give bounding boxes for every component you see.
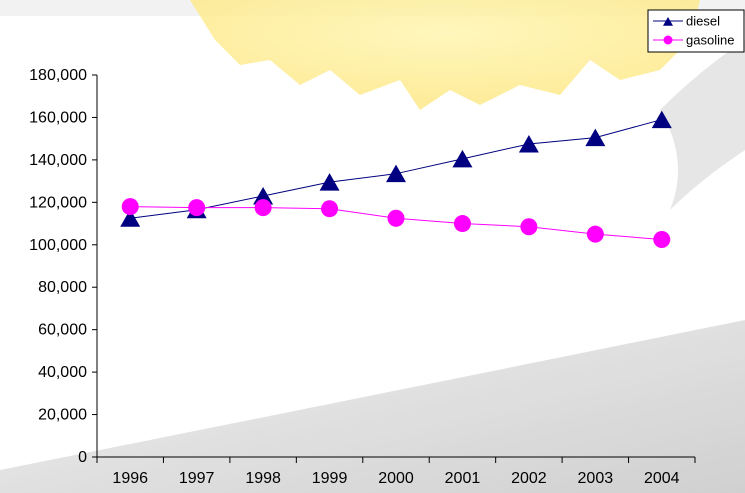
gasoline-point bbox=[188, 199, 206, 217]
gasoline-point bbox=[387, 209, 405, 227]
grey-swoosh bbox=[0, 40, 745, 493]
diesel-point bbox=[319, 173, 340, 191]
gasoline-point bbox=[586, 225, 604, 243]
sun-decoration bbox=[190, 0, 700, 110]
x-tick-label: 2001 bbox=[445, 470, 481, 487]
x-tick-label: 1999 bbox=[312, 470, 348, 487]
gasoline-point bbox=[121, 198, 139, 216]
gasoline-point bbox=[520, 218, 538, 236]
diesel-point bbox=[120, 209, 141, 227]
legend-label-diesel: diesel bbox=[686, 14, 720, 29]
x-tick-label: 2004 bbox=[644, 470, 680, 487]
y-tick-label: 100,000 bbox=[29, 237, 87, 254]
x-tick-label: 2002 bbox=[511, 470, 547, 487]
legend-label-gasoline: gasoline bbox=[686, 33, 734, 48]
y-tick-labels: 0 20,000 40,000 60,000 80,000 100,000 120,000 1… bbox=[29, 67, 87, 466]
diesel-point bbox=[253, 186, 274, 205]
diesel-point bbox=[452, 149, 473, 168]
series-gasoline bbox=[121, 198, 671, 248]
y-tick-label: 20,000 bbox=[38, 407, 87, 424]
legend-box bbox=[647, 9, 745, 53]
gasoline-point bbox=[653, 230, 671, 248]
x-tick-label: 1996 bbox=[112, 470, 148, 487]
gasoline-point bbox=[453, 215, 471, 233]
y-tick-label: 60,000 bbox=[38, 322, 87, 339]
y-tick-label: 140,000 bbox=[29, 152, 87, 169]
y-tick-label: 80,000 bbox=[38, 279, 87, 296]
gasoline-point bbox=[321, 200, 339, 218]
axes bbox=[92, 74, 696, 463]
diesel-point bbox=[651, 110, 672, 129]
legend-marker-gasoline bbox=[663, 35, 673, 45]
legend-marker-diesel bbox=[663, 17, 673, 26]
gasoline-point bbox=[254, 199, 272, 217]
x-tick-label: 2003 bbox=[578, 470, 614, 487]
y-tick-label: 180,000 bbox=[29, 67, 87, 84]
x-tick-label: 2000 bbox=[378, 470, 414, 487]
y-tick-label: 160,000 bbox=[29, 109, 87, 126]
y-tick-label: 40,000 bbox=[38, 364, 87, 381]
x-tick-label: 1998 bbox=[245, 470, 281, 487]
diesel-point bbox=[518, 134, 539, 153]
x-tick-labels: 1996 1997 1998 1999 2000 2001 2002 2003 2004 bbox=[112, 470, 679, 487]
y-tick-label: 120,000 bbox=[29, 194, 87, 211]
y-tick-label: 0 bbox=[78, 449, 87, 466]
diesel-point bbox=[386, 164, 406, 183]
legend: diesel gasoline bbox=[647, 9, 745, 53]
diesel-point bbox=[585, 128, 606, 147]
series-layer bbox=[120, 110, 672, 248]
x-tick-label: 1997 bbox=[179, 470, 215, 487]
